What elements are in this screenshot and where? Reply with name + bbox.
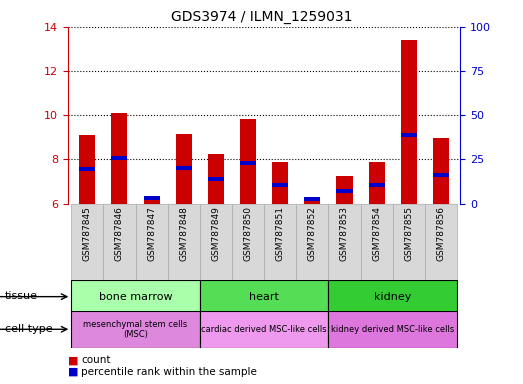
Text: bone marrow: bone marrow <box>99 291 172 302</box>
Bar <box>79 135 95 204</box>
Bar <box>272 162 288 204</box>
Text: kidney: kidney <box>374 291 412 302</box>
FancyBboxPatch shape <box>264 204 296 280</box>
Text: percentile rank within the sample: percentile rank within the sample <box>81 367 257 377</box>
FancyBboxPatch shape <box>328 311 457 348</box>
Bar <box>369 183 385 187</box>
Bar <box>401 133 417 137</box>
Text: GSM787845: GSM787845 <box>83 206 92 261</box>
Bar <box>176 166 192 170</box>
Text: GSM787852: GSM787852 <box>308 206 317 261</box>
FancyBboxPatch shape <box>135 204 168 280</box>
Bar <box>208 154 224 204</box>
Bar <box>143 196 160 204</box>
Text: GSM787846: GSM787846 <box>115 206 124 261</box>
Text: GSM787847: GSM787847 <box>147 206 156 261</box>
Text: ■: ■ <box>68 355 78 365</box>
Bar <box>240 119 256 204</box>
Bar <box>401 40 417 204</box>
FancyBboxPatch shape <box>232 204 264 280</box>
FancyBboxPatch shape <box>71 280 200 313</box>
Bar <box>79 167 95 171</box>
Bar <box>176 134 192 204</box>
FancyBboxPatch shape <box>168 204 200 280</box>
Text: GSM787854: GSM787854 <box>372 206 381 261</box>
Text: GSM787856: GSM787856 <box>437 206 446 261</box>
FancyBboxPatch shape <box>328 280 457 313</box>
Text: heart: heart <box>249 291 279 302</box>
Text: cardiac derived MSC-like cells: cardiac derived MSC-like cells <box>201 325 327 334</box>
FancyBboxPatch shape <box>104 204 135 280</box>
Text: GSM787849: GSM787849 <box>211 206 220 261</box>
FancyBboxPatch shape <box>296 204 328 280</box>
FancyBboxPatch shape <box>360 204 393 280</box>
Text: GSM787850: GSM787850 <box>244 206 253 261</box>
Bar <box>336 176 353 204</box>
Bar <box>433 173 449 177</box>
FancyBboxPatch shape <box>200 311 328 348</box>
Text: GSM787853: GSM787853 <box>340 206 349 261</box>
Bar <box>111 113 128 204</box>
Text: kidney derived MSC-like cells: kidney derived MSC-like cells <box>331 325 454 334</box>
Text: mesenchymal stem cells
(MSC): mesenchymal stem cells (MSC) <box>83 319 188 339</box>
FancyBboxPatch shape <box>425 204 457 280</box>
Bar <box>369 162 385 204</box>
FancyBboxPatch shape <box>71 311 200 348</box>
FancyBboxPatch shape <box>328 204 360 280</box>
Bar <box>111 156 128 160</box>
Bar <box>336 189 353 194</box>
FancyBboxPatch shape <box>393 204 425 280</box>
Text: GSM787848: GSM787848 <box>179 206 188 261</box>
Bar <box>433 138 449 204</box>
Text: GDS3974 / ILMN_1259031: GDS3974 / ILMN_1259031 <box>170 10 353 23</box>
Bar <box>208 177 224 181</box>
Text: count: count <box>81 355 110 365</box>
Bar <box>304 197 321 201</box>
Bar <box>304 199 321 204</box>
Text: ■: ■ <box>68 367 78 377</box>
Bar <box>143 196 160 200</box>
Bar <box>272 183 288 187</box>
Text: cell type: cell type <box>5 324 53 334</box>
FancyBboxPatch shape <box>200 280 328 313</box>
Text: GSM787855: GSM787855 <box>404 206 413 261</box>
Bar <box>240 161 256 165</box>
Text: tissue: tissue <box>5 291 38 301</box>
FancyBboxPatch shape <box>200 204 232 280</box>
Text: GSM787851: GSM787851 <box>276 206 285 261</box>
FancyBboxPatch shape <box>71 204 104 280</box>
